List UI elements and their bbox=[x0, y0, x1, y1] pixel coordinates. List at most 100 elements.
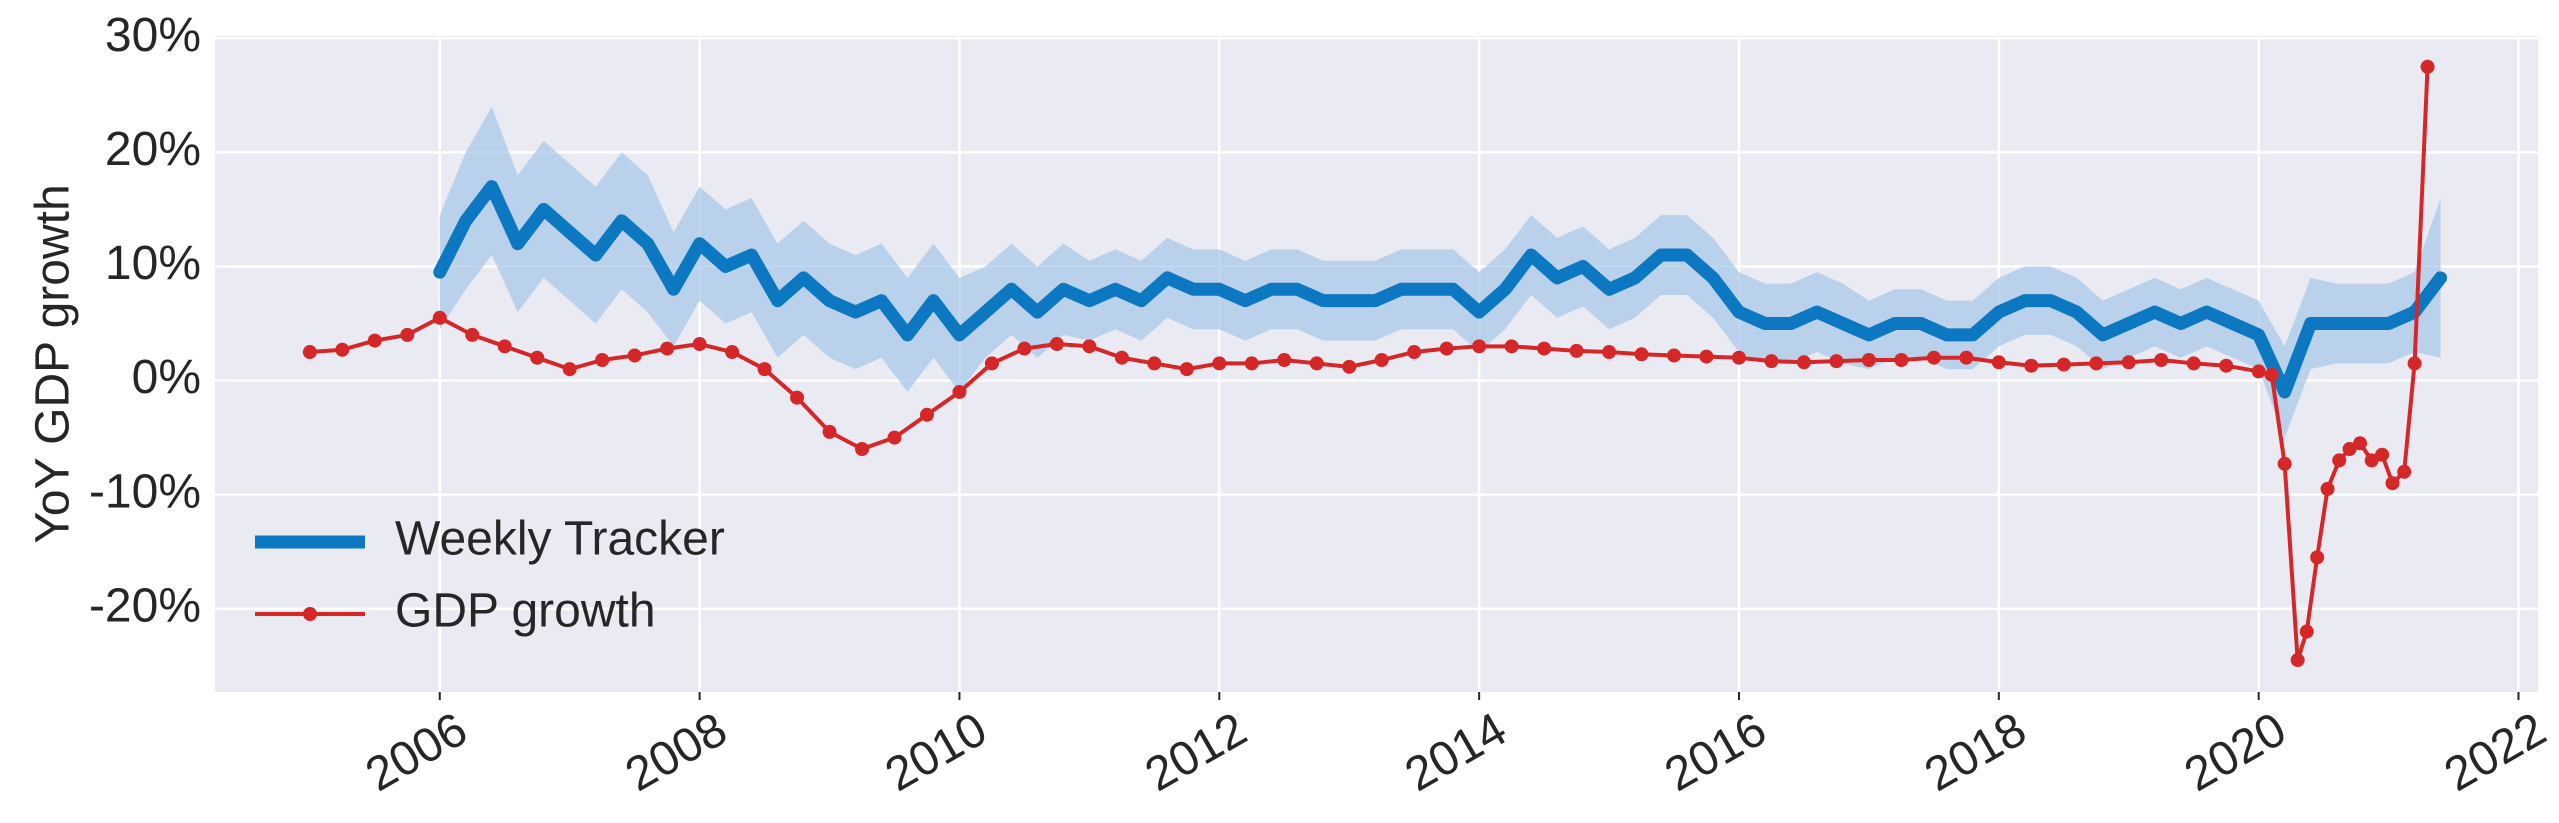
gdp-point bbox=[2397, 464, 2412, 479]
legend-label: Weekly Tracker bbox=[395, 513, 725, 566]
gdp-point bbox=[432, 310, 447, 325]
gdp-point bbox=[2264, 367, 2279, 382]
gdp-point bbox=[1407, 345, 1422, 360]
gdp-point bbox=[2219, 358, 2234, 373]
gdp-point bbox=[367, 333, 382, 348]
gdp-point bbox=[887, 430, 902, 445]
gdp-point bbox=[2310, 550, 2325, 565]
gdp-line bbox=[307, 64, 2430, 663]
legend-label: GDP growth bbox=[395, 585, 656, 638]
gdp-point bbox=[2251, 364, 2266, 379]
gdp-point bbox=[952, 384, 967, 399]
gdp-point bbox=[2407, 356, 2422, 371]
gdp-point bbox=[1796, 355, 1811, 370]
gdp-point bbox=[2420, 59, 2435, 74]
gdp-point bbox=[822, 424, 837, 439]
gdp-point bbox=[1147, 356, 1162, 371]
gdp-point bbox=[1894, 353, 1909, 368]
gdp-point bbox=[2089, 356, 2104, 371]
gdp-point bbox=[562, 362, 577, 377]
x-tick-label: 2012 bbox=[1137, 703, 1256, 802]
gdp-point bbox=[1179, 362, 1194, 377]
gdp-point bbox=[725, 345, 740, 360]
gdp-point bbox=[2056, 357, 2071, 372]
gdp-point bbox=[1861, 353, 1876, 368]
y-tick-label: 30% bbox=[105, 9, 201, 62]
confidence-band bbox=[439, 106, 2441, 438]
gdp-point bbox=[1634, 347, 1649, 362]
gdp-point bbox=[855, 441, 870, 456]
y-axis-label: YoY GDP growth bbox=[27, 184, 80, 543]
y-tick-label: -10% bbox=[89, 465, 201, 518]
gdp-point bbox=[2320, 481, 2335, 496]
gdp-point bbox=[530, 350, 545, 365]
gdp-point bbox=[660, 341, 675, 356]
y-tick-label: 0% bbox=[132, 351, 201, 404]
gdp-point bbox=[2342, 441, 2357, 456]
gdp-point bbox=[1764, 354, 1779, 369]
gdp-point bbox=[919, 407, 934, 422]
gdp-point bbox=[2277, 456, 2292, 471]
gdp-point bbox=[335, 342, 350, 357]
gdp-point bbox=[1439, 341, 1454, 356]
gdp-point bbox=[1244, 356, 1259, 371]
gdp-point bbox=[1959, 350, 1974, 365]
gdp-point bbox=[1342, 359, 1357, 374]
y-tick-label: 10% bbox=[105, 237, 201, 290]
gdp-point bbox=[2024, 358, 2039, 373]
gdp-point bbox=[2299, 624, 2314, 639]
gdp-point bbox=[1049, 337, 1064, 352]
gdp-point bbox=[790, 390, 805, 405]
gdp-point bbox=[1082, 339, 1097, 354]
gdp-point bbox=[465, 327, 480, 342]
gdp-point bbox=[1017, 341, 1032, 356]
x-tick-label: 2018 bbox=[1916, 703, 2035, 802]
gdp-point bbox=[1731, 350, 1746, 365]
gdp-point bbox=[2385, 476, 2400, 491]
gdp-point bbox=[1991, 355, 2006, 370]
gdp-point bbox=[1114, 350, 1129, 365]
gdp-point bbox=[1699, 349, 1714, 364]
gdp-point bbox=[2121, 355, 2136, 370]
gdp-point bbox=[1504, 339, 1519, 354]
gdp-point bbox=[1212, 356, 1227, 371]
x-tick-label: 2010 bbox=[877, 703, 996, 802]
gdp-point bbox=[1926, 350, 1941, 365]
gdp-point bbox=[2353, 436, 2368, 451]
gdp-point bbox=[984, 356, 999, 371]
gdp-point bbox=[2154, 353, 2169, 368]
gdp-point bbox=[692, 337, 707, 352]
x-tick-label: 2016 bbox=[1656, 703, 1775, 802]
gdp-point bbox=[1309, 356, 1324, 371]
gdp-point bbox=[1569, 343, 1584, 358]
x-tick-label: 2008 bbox=[617, 703, 736, 802]
gdp-point bbox=[497, 339, 512, 354]
gdp-point bbox=[1829, 354, 1844, 369]
gdp-point bbox=[2186, 356, 2201, 371]
gdp-point bbox=[2375, 447, 2390, 462]
x-tick-label: 2006 bbox=[357, 703, 476, 802]
gdp-point bbox=[302, 345, 317, 360]
gdp-point bbox=[1602, 345, 1617, 360]
gdp-point bbox=[400, 327, 415, 342]
gdp-point bbox=[2332, 453, 2347, 468]
gdp-point bbox=[1374, 353, 1389, 368]
gdp-point bbox=[2364, 453, 2379, 468]
gdp-point bbox=[627, 348, 642, 363]
x-tick-label: 2022 bbox=[2436, 703, 2555, 802]
gdp-point bbox=[595, 353, 610, 368]
gdp-point bbox=[2290, 653, 2305, 668]
x-tick-label: 2014 bbox=[1396, 703, 1515, 802]
y-tick-label: 20% bbox=[105, 123, 201, 176]
gdp-point bbox=[1537, 341, 1552, 356]
gdp-point bbox=[1277, 353, 1292, 368]
gdp-point bbox=[1667, 348, 1682, 363]
y-tick-label: -20% bbox=[89, 579, 201, 632]
legend-marker bbox=[303, 607, 317, 621]
gdp-point bbox=[1472, 339, 1487, 354]
x-tick-label: 2020 bbox=[2176, 703, 2295, 802]
tracker-line bbox=[433, 180, 2448, 399]
gdp-point bbox=[757, 362, 772, 377]
